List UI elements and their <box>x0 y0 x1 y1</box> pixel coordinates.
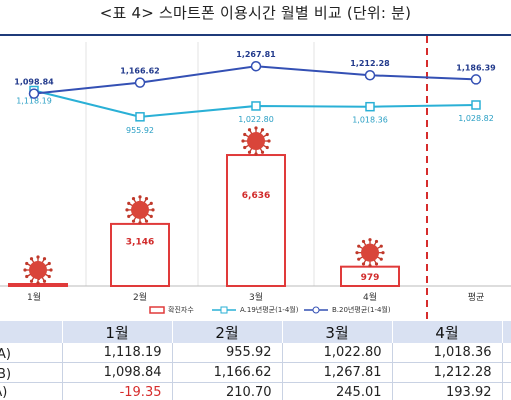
series-point <box>365 101 375 112</box>
combo-chart: 43,1466,6369791,118.19955.921,022.801,01… <box>0 36 511 320</box>
covid-virus-icon <box>241 126 271 156</box>
table-row: 년(B) 1,098.84 1,166.62 1,267.81 1,212.28 <box>0 362 511 383</box>
table-cell: 1,118.19 <box>62 343 173 363</box>
table-cell: 1,166.62 <box>172 362 283 383</box>
table-cell: 1,098.84 <box>62 362 173 383</box>
row-label: B-A) <box>0 382 63 400</box>
table-cell <box>502 343 511 363</box>
table-cell: 1,022.80 <box>282 343 393 363</box>
x-tick-label: 1월 <box>27 291 41 303</box>
table-cell <box>502 362 511 383</box>
table-header-cell: 1월 <box>62 321 173 343</box>
series-point <box>251 101 261 111</box>
series-point <box>470 74 482 85</box>
table-cell: 193.92 <box>392 382 503 400</box>
table-cell: 245.01 <box>282 382 393 400</box>
table-header-cell: 4월 <box>392 321 503 343</box>
table-cell: -19.35 <box>62 382 173 400</box>
series-value-label: 1,022.80 <box>238 115 274 124</box>
series-value-label: 1,267.81 <box>236 50 276 59</box>
series-value-label: 1,186.39 <box>456 63 496 72</box>
bar <box>226 154 286 287</box>
series-value-label: 1,098.84 <box>14 78 54 87</box>
legend-swatch <box>220 306 228 314</box>
table-header-cell: 3월 <box>282 321 393 343</box>
bar-value-label: 3,146 <box>126 237 154 247</box>
table-cell: 955.92 <box>172 343 283 363</box>
covid-virus-icon <box>355 238 385 268</box>
chart-area: 43,1466,6369791,118.19955.921,022.801,01… <box>0 34 511 320</box>
x-tick-label: 3월 <box>249 291 263 303</box>
data-table: 1월 2월 3월 4월 평 년(A) 1,118.19 955.92 1,022… <box>0 321 511 400</box>
series-value-label: 1,118.19 <box>16 96 52 105</box>
series-value-label: 955.92 <box>126 126 154 135</box>
series-point <box>250 60 262 72</box>
legend-swatch <box>149 306 165 314</box>
series-value-label: 1,028.82 <box>458 114 494 123</box>
table-header-row: 1월 2월 3월 4월 평 <box>0 321 511 343</box>
table-header-cell <box>0 321 63 343</box>
table-row: B-A) -19.35 210.70 245.01 193.92 <box>0 382 511 400</box>
table-cell <box>502 382 511 400</box>
series-value-label: 1,166.62 <box>120 67 159 76</box>
series-point <box>135 112 145 122</box>
series-value-label: 1,212.28 <box>350 59 390 68</box>
series-point <box>471 100 481 110</box>
data-table-wrap: 1월 2월 3월 4월 평 년(A) 1,118.19 955.92 1,022… <box>0 321 511 400</box>
table-cell: 1,018.36 <box>392 343 503 363</box>
series-point <box>134 77 146 88</box>
x-tick-label: 평균 <box>468 292 485 303</box>
legend-swatch <box>312 306 320 314</box>
covid-virus-icon <box>125 195 155 225</box>
series-point <box>28 88 40 99</box>
legend-label: 확진자수 <box>168 305 194 314</box>
table-header-cell: 평 <box>502 321 511 343</box>
bar-value-label: 979 <box>361 273 380 283</box>
x-tick-label: 4월 <box>363 291 377 303</box>
page-title: <표 4> 스마트폰 이용시간 월별 비교 (단위: 분) <box>99 4 412 22</box>
series-value-label: 1,018.36 <box>352 116 388 125</box>
bar <box>110 222 170 288</box>
table-cell: 210.70 <box>172 382 283 400</box>
covid-virus-icon <box>23 255 53 285</box>
row-label: 년(A) <box>0 343 63 363</box>
bar-value-label: 6,636 <box>242 191 270 201</box>
x-tick-label: 2월 <box>133 291 147 303</box>
legend-label: B.20년평균(1-4월) <box>332 305 391 314</box>
table-cell: 1,267.81 <box>282 362 393 383</box>
series-point <box>364 69 376 81</box>
table-row: 년(A) 1,118.19 955.92 1,022.80 1,018.36 <box>0 343 511 363</box>
table-cell: 1,212.28 <box>392 362 503 383</box>
row-label: 년(B) <box>0 362 63 383</box>
table-header-cell: 2월 <box>172 321 283 343</box>
legend-label: A.19년평균(1-4월) <box>240 305 299 314</box>
